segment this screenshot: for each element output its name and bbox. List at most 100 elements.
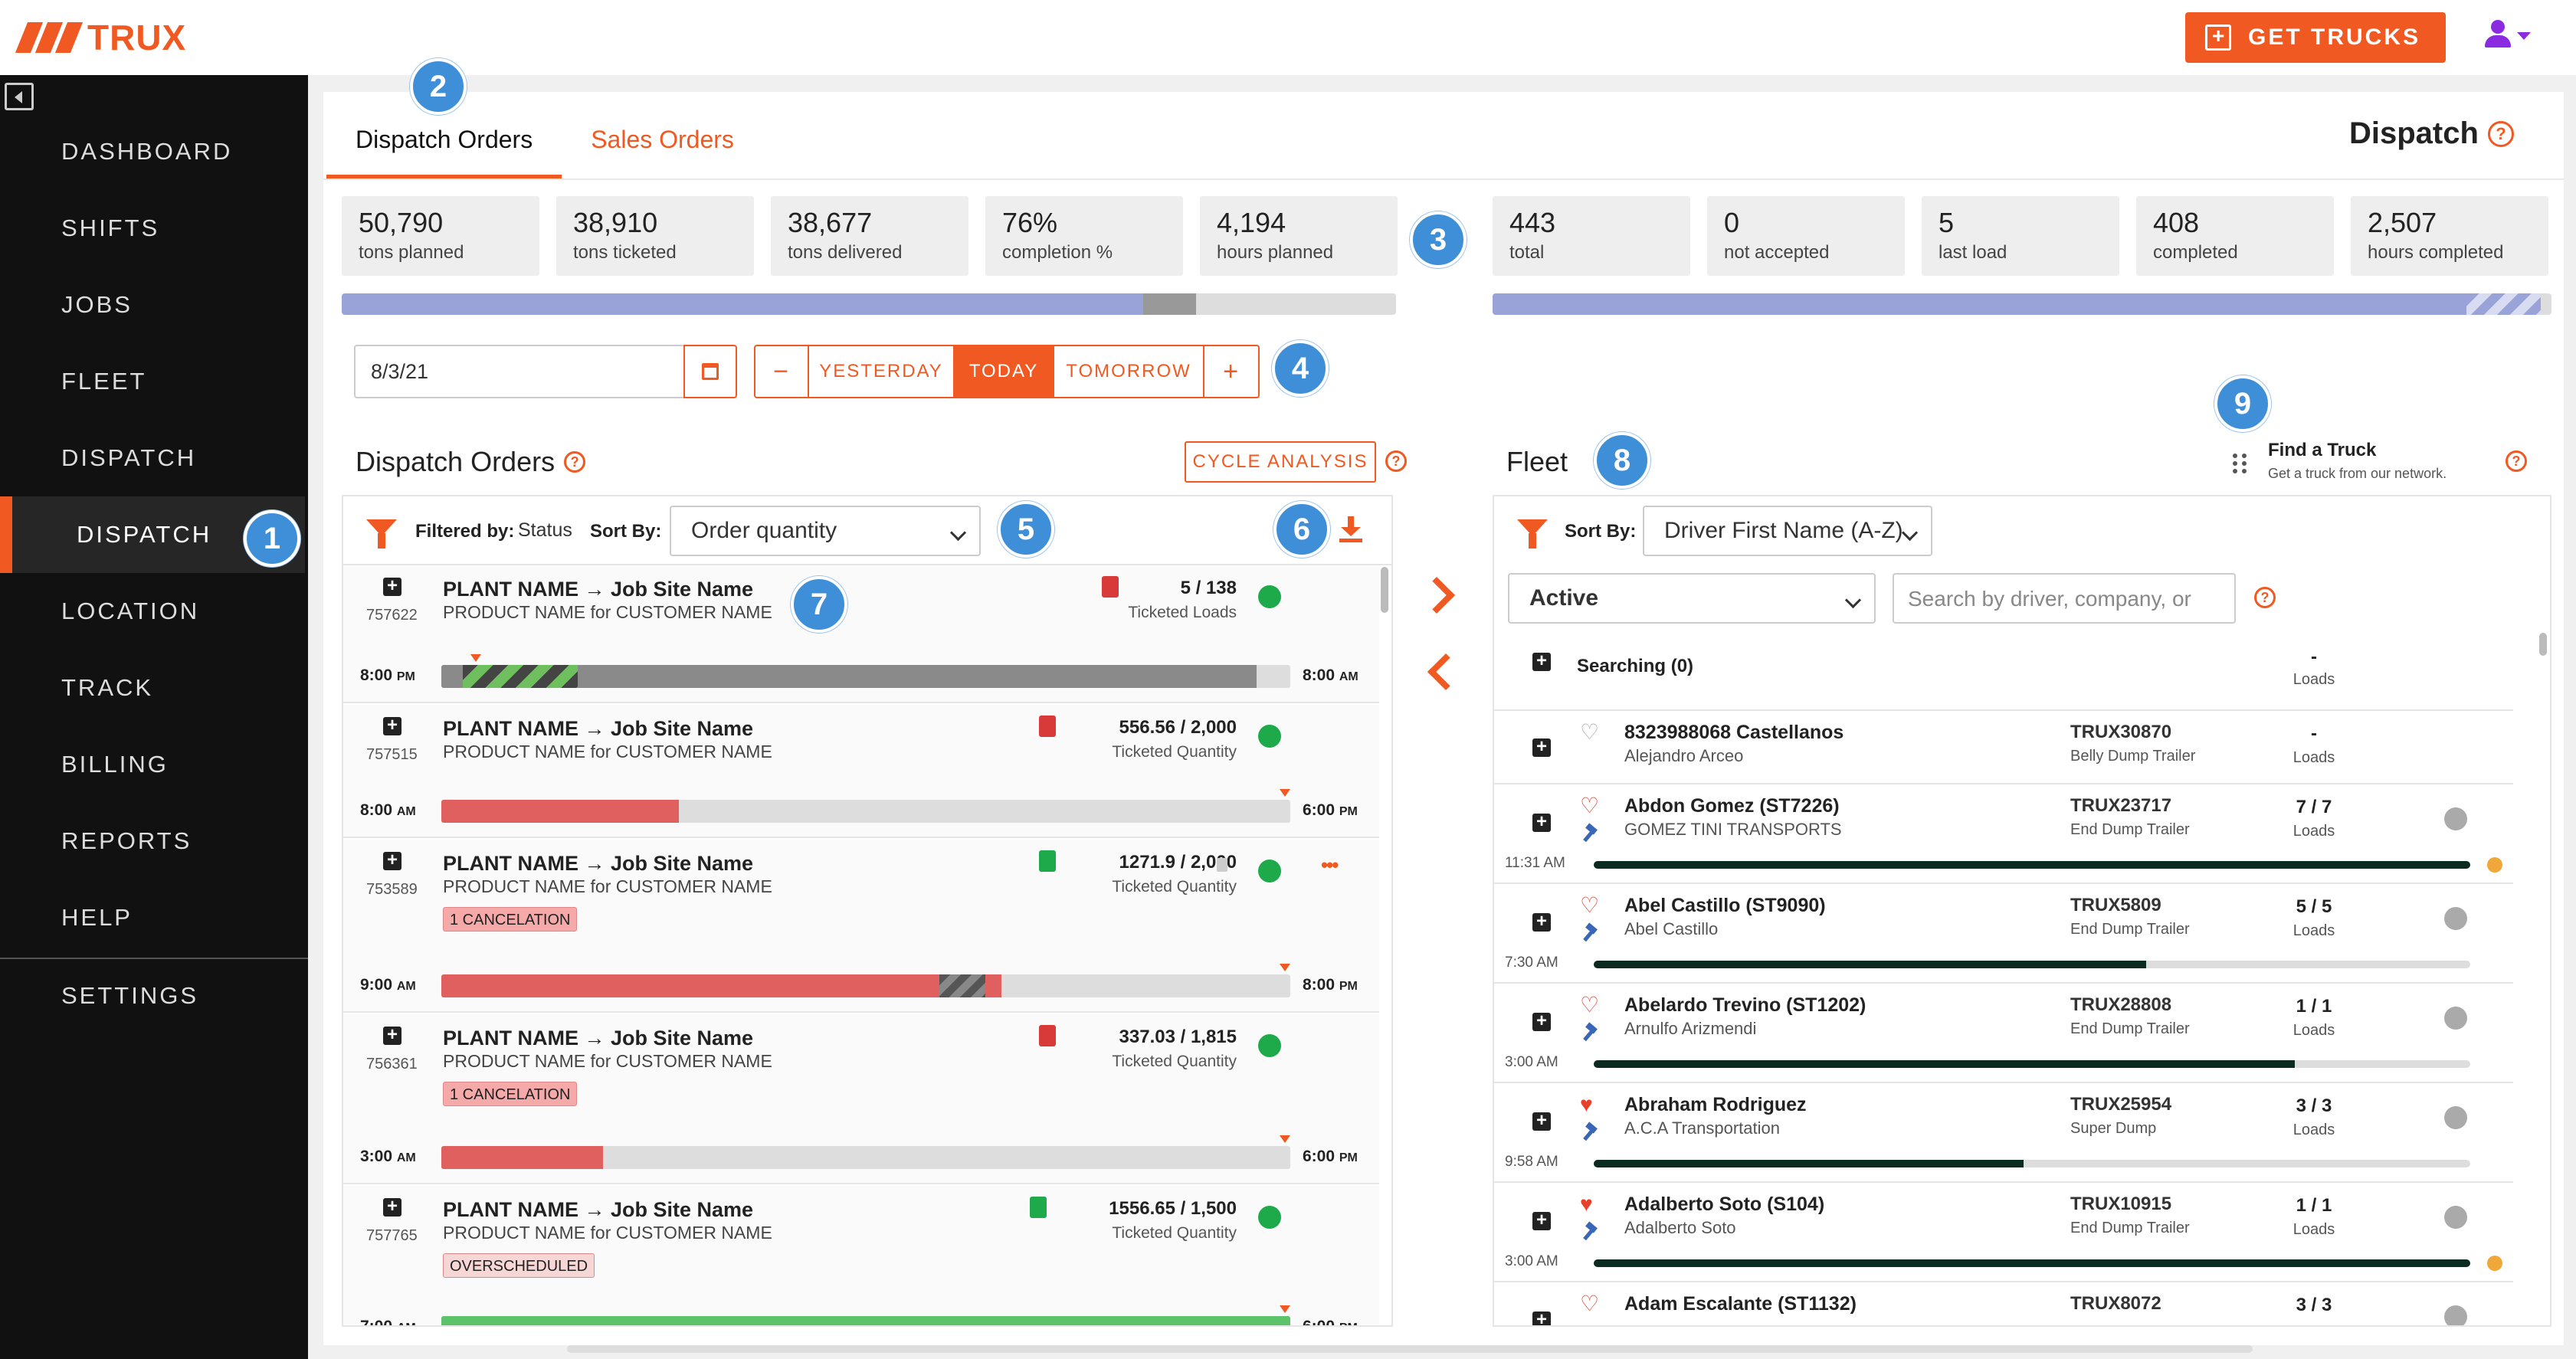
more-options-icon[interactable]: •••	[1321, 853, 1339, 876]
expand-plus-icon[interactable]: +	[383, 577, 401, 596]
date-input[interactable]: 8/3/21	[354, 345, 685, 398]
driver-row[interactable]: + ♡ 8323988068 Castellanos Alejandro Arceo T…	[1494, 711, 2513, 784]
favorite-heart-icon[interactable]: ♡	[1580, 1292, 1600, 1315]
expand-plus-icon[interactable]: +	[383, 851, 401, 870]
sidebar-item-track[interactable]: TRACK	[61, 674, 154, 701]
fleet-sort-select[interactable]: Driver First Name (A-Z)	[1643, 506, 1932, 556]
driver-status-dot	[2444, 907, 2467, 930]
yesterday-button[interactable]: YESTERDAY	[809, 346, 955, 397]
loads-label: Loads	[2293, 749, 2335, 766]
driver-name[interactable]: Abelardo Trevino (ST1202)	[1624, 994, 1866, 1016]
expand-plus-icon[interactable]: +	[1532, 652, 1551, 671]
driver-row[interactable]: + ♥ Adalberto Soto (S104) Adalberto Soto TRU…	[1494, 1183, 2513, 1282]
driver-name[interactable]: Abel Castillo (ST9090)	[1624, 895, 1826, 916]
clock-icon	[2487, 857, 2502, 873]
driver-loads: 1 / 1	[2296, 1195, 2332, 1216]
sidebar-item-shifts[interactable]: SHIFTS	[61, 214, 160, 241]
driver-name[interactable]: 8323988068 Castellanos	[1624, 722, 1844, 743]
horizontal-scrollbar[interactable]	[567, 1345, 2253, 1353]
download-icon[interactable]	[1339, 516, 1362, 542]
order-subtitle: PRODUCT NAME for CUSTOMER NAME	[443, 602, 772, 622]
order-title[interactable]: PLANT NAME → Job Site Name	[443, 852, 754, 875]
fleet-stat-card: 0 not accepted	[1707, 196, 1905, 276]
driver-row[interactable]: + ♡ Abdon Gomez (ST7226) GOMEZ TINI TRANSPO…	[1494, 784, 2513, 884]
find-a-truck[interactable]: Find a Truck Get a truck from our networ…	[2268, 440, 2447, 482]
searching-row[interactable]: + Searching (0) - Loads	[1494, 633, 2513, 711]
driver-row[interactable]: + ♡ Abelardo Trevino (ST1202) Arnulfo Arizm…	[1494, 984, 2513, 1083]
favorite-heart-icon[interactable]: ♥	[1580, 1192, 1593, 1216]
orders-scrollbar[interactable]	[1381, 567, 1388, 613]
orders-help-icon[interactable]: ?	[564, 451, 586, 473]
get-trucks-button[interactable]: GET TRUCKS	[2185, 12, 2446, 63]
order-row[interactable]: +757515 PLANT NAME → Job Site Name PRODUCT…	[343, 705, 1379, 838]
previous-day-button[interactable]: −	[755, 346, 809, 397]
favorite-heart-icon[interactable]: ♡	[1580, 893, 1600, 917]
order-title[interactable]: PLANT NAME → Job Site Name	[443, 1027, 754, 1050]
order-title[interactable]: PLANT NAME → Job Site Name	[443, 578, 754, 601]
fleet-status-select[interactable]: Active	[1508, 573, 1876, 624]
order-title[interactable]: PLANT NAME → Job Site Name	[443, 717, 754, 740]
loads-label: Loads	[2293, 823, 2335, 840]
fleet-stat-label: completed	[2153, 242, 2238, 263]
tomorrow-button[interactable]: TOMORROW	[1054, 346, 1204, 397]
next-day-button[interactable]: +	[1223, 356, 1240, 386]
driver-name[interactable]: Abdon Gomez (ST7226)	[1624, 795, 1840, 817]
trux-logo[interactable]: TRUX	[15, 18, 186, 57]
driver-row[interactable]: + ♡ Adam Escalante (ST1132) TRUX8072 3 / 3	[1494, 1282, 2513, 1325]
expand-plus-icon[interactable]: +	[1532, 1311, 1551, 1325]
sidebar-item-dashboard[interactable]: DASHBOARD	[61, 138, 233, 165]
orders-sort-select[interactable]: Order quantity	[670, 506, 981, 556]
drag-handle-icon[interactable]	[2233, 454, 2250, 473]
driver-row[interactable]: + ♡ Abel Castillo (ST9090) Abel Castillo TRU…	[1494, 884, 2513, 984]
order-row[interactable]: +757622 PLANT NAME → Job Site Name PRODUCT…	[343, 565, 1379, 703]
favorite-heart-icon[interactable]: ♡	[1580, 720, 1600, 744]
order-row[interactable]: +756361 PLANT NAME → Job Site Name PRODUCT…	[343, 1014, 1379, 1184]
pin-icon[interactable]	[1217, 858, 1227, 872]
expand-plus-icon[interactable]: +	[383, 716, 401, 735]
favorite-heart-icon[interactable]: ♡	[1580, 794, 1600, 817]
order-row[interactable]: +757765 PLANT NAME → Job Site Name PRODUCT…	[343, 1186, 1379, 1325]
driver-search-input[interactable]: Search by driver, company, or	[1893, 573, 2236, 624]
sidebar-item-reports[interactable]: REPORTS	[61, 827, 192, 854]
fleet-help-icon[interactable]: ?	[2506, 450, 2527, 472]
sidebar-item-help[interactable]: HELP	[61, 904, 133, 931]
status-dot	[1258, 1206, 1281, 1229]
sidebar-item-dispatch[interactable]: DISPATCH	[61, 444, 197, 471]
order-row[interactable]: +753589 PLANT NAME → Job Site Name PRODUCT…	[343, 840, 1379, 1013]
driver-name[interactable]: Adalberto Soto (S104)	[1624, 1194, 1825, 1215]
expand-plus-icon[interactable]: +	[1532, 1012, 1551, 1031]
expand-plus-icon[interactable]: +	[1532, 1112, 1551, 1131]
expand-plus-icon[interactable]: +	[1532, 738, 1551, 757]
today-button[interactable]: TODAY	[955, 346, 1054, 397]
expand-plus-icon[interactable]: +	[383, 1026, 401, 1045]
cycle-help-icon[interactable]: ?	[1385, 450, 1407, 472]
driver-name[interactable]: Abraham Rodriguez	[1624, 1094, 1807, 1115]
expand-plus-icon[interactable]: +	[383, 1197, 401, 1217]
expand-plus-icon[interactable]: +	[1532, 912, 1551, 932]
expand-plus-icon[interactable]: +	[1532, 1211, 1551, 1230]
expand-plus-icon[interactable]: +	[1532, 813, 1551, 832]
favorite-heart-icon[interactable]: ♡	[1580, 993, 1600, 1017]
sidebar-item-settings[interactable]: SETTINGS	[61, 982, 199, 1009]
order-title[interactable]: PLANT NAME → Job Site Name	[443, 1198, 754, 1221]
sidebar-item-dispatch-active[interactable]: DISPATCH	[0, 496, 305, 573]
filter-icon[interactable]	[366, 519, 397, 549]
driver-row[interactable]: + ♥ Abraham Rodriguez A.C.A Transportation T…	[1494, 1083, 2513, 1183]
sidebar-item-location[interactable]: LOCATION	[61, 598, 200, 624]
tab-dispatch-orders[interactable]: Dispatch Orders	[326, 97, 562, 179]
search-help-icon[interactable]: ?	[2254, 587, 2276, 608]
fleet-scrollbar[interactable]	[2539, 633, 2547, 656]
collapse-sidebar-icon[interactable]	[5, 83, 34, 110]
sidebar-item-fleet[interactable]: FLEET	[61, 368, 147, 395]
tab-sales-orders[interactable]: Sales Orders	[591, 126, 734, 153]
fleet-filter-icon[interactable]	[1517, 519, 1548, 549]
calendar-button[interactable]	[683, 345, 737, 398]
sidebar-item-jobs[interactable]: JOBS	[61, 291, 133, 318]
tab-bar: Dispatch Orders Sales Orders	[326, 97, 763, 179]
cycle-analysis-button[interactable]: CYCLE ANALYSIS	[1185, 441, 1376, 483]
user-menu[interactable]	[2485, 20, 2538, 51]
help-icon[interactable]: ?	[2487, 120, 2514, 147]
sidebar-item-billing[interactable]: BILLING	[61, 751, 169, 778]
favorite-heart-icon[interactable]: ♥	[1580, 1092, 1593, 1116]
driver-name[interactable]: Adam Escalante (ST1132)	[1624, 1293, 1857, 1315]
